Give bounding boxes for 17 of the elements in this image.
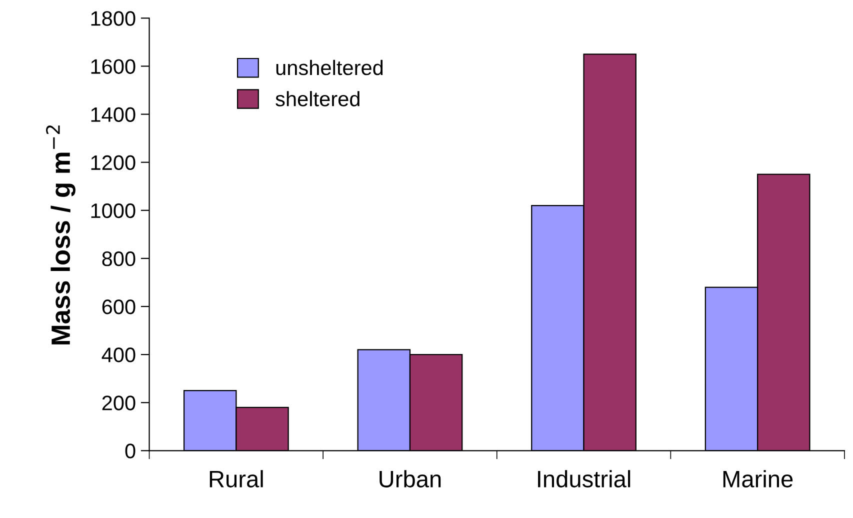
y-tick-label: 1400 bbox=[91, 107, 136, 122]
y-tick-label: 400 bbox=[102, 348, 136, 362]
y-tick-label: 800 bbox=[102, 251, 136, 266]
y-tick-label: 1200 bbox=[91, 155, 136, 170]
y-tick-label: 600 bbox=[102, 299, 136, 314]
x-tick-label: Industrial bbox=[538, 470, 630, 488]
y-tick-label: 1000 bbox=[91, 203, 136, 218]
y-tick-label: 1600 bbox=[91, 59, 136, 74]
x-tick-label: Rural bbox=[210, 470, 263, 488]
x-tick-label: Urban bbox=[380, 470, 441, 488]
y-tick-label: 0 bbox=[125, 444, 136, 458]
legend-label: unsheltered bbox=[276, 60, 383, 76]
x-tick-label: Marine bbox=[723, 470, 793, 488]
legend-label: sheltered bbox=[276, 91, 360, 106]
y-tick-label: 200 bbox=[102, 396, 136, 410]
y-tick-label: 1800 bbox=[91, 11, 136, 26]
y-axis-title: Mass loss / g m$^{−2}$ bbox=[46, 125, 76, 344]
